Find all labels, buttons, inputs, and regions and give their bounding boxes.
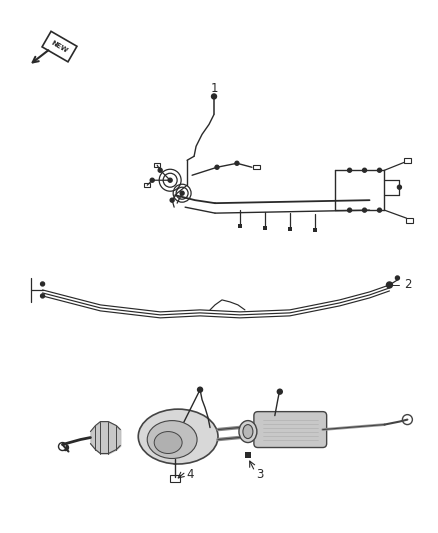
Circle shape [403,415,413,425]
Circle shape [397,185,401,189]
Circle shape [386,282,392,288]
Bar [347,206,352,211]
Circle shape [168,178,172,182]
Text: 1: 1 [210,82,218,95]
Circle shape [348,208,352,212]
Circle shape [41,294,45,298]
Bar [322,205,327,209]
Bar [288,227,292,231]
Circle shape [180,191,184,195]
Ellipse shape [154,432,182,454]
Circle shape [378,208,381,212]
Circle shape [396,276,399,280]
Bar [254,165,260,169]
Circle shape [277,389,283,394]
Bar [404,158,411,163]
Bar [170,475,180,482]
Circle shape [63,445,68,450]
Circle shape [348,168,352,172]
Circle shape [363,168,367,172]
Bar [272,203,277,208]
Bar [367,295,371,299]
Text: 3: 3 [256,468,264,481]
Bar [218,200,223,206]
Ellipse shape [138,409,218,464]
Circle shape [150,178,154,182]
Bar [263,226,267,230]
Bar [138,306,142,310]
Bar [297,204,302,208]
Circle shape [59,442,67,450]
Bar [247,201,252,207]
Bar [193,308,197,312]
Circle shape [41,282,45,286]
Circle shape [378,168,381,172]
Bar [406,217,413,223]
Ellipse shape [243,425,253,439]
Text: 2: 2 [404,278,411,292]
Circle shape [212,94,216,99]
Text: 4: 4 [186,468,194,481]
Bar [258,306,262,310]
Circle shape [363,208,367,212]
Bar [245,451,251,457]
Ellipse shape [147,421,197,458]
Circle shape [170,198,174,202]
Bar [144,183,150,187]
Bar [313,228,317,232]
Ellipse shape [239,421,257,442]
Circle shape [158,168,162,172]
FancyBboxPatch shape [254,411,327,448]
Circle shape [235,161,239,165]
FancyBboxPatch shape [42,31,77,62]
Circle shape [198,387,202,392]
Bar [154,163,160,167]
Bar [238,224,242,228]
Circle shape [173,459,178,464]
Bar [88,298,92,302]
Bar [318,302,321,306]
Text: NEW: NEW [50,39,69,54]
Circle shape [215,165,219,169]
